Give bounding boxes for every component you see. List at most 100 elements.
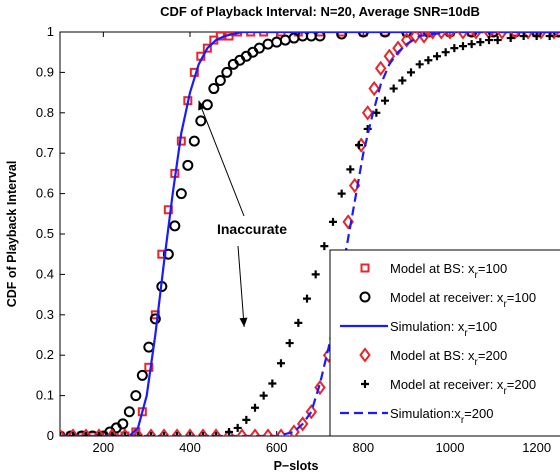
data-point [467, 40, 476, 49]
y-tick-label: 0.4 [36, 266, 54, 281]
data-point [535, 32, 547, 40]
data-point [130, 390, 142, 402]
data-point [145, 428, 157, 436]
data-point [97, 430, 109, 436]
data-point [82, 432, 90, 436]
data-point [315, 32, 325, 37]
data-point [320, 242, 329, 251]
data-point [415, 60, 424, 69]
data-point [158, 428, 170, 436]
data-point [149, 313, 161, 325]
y-tick-label: 0.2 [36, 347, 54, 362]
data-point [522, 32, 534, 40]
series-line [60, 32, 560, 436]
data-point [466, 32, 478, 38]
data-point [214, 74, 226, 86]
data-point [368, 80, 380, 97]
data-point [337, 32, 347, 37]
data-point [305, 404, 318, 420]
data-point [294, 318, 303, 327]
data-point [342, 214, 354, 230]
data-point [67, 428, 79, 436]
x-tick-label: 1000 [436, 440, 465, 455]
data-point [487, 32, 499, 38]
data-point [418, 32, 430, 44]
data-point [108, 432, 116, 436]
data-point [69, 432, 77, 436]
y-tick-label: 0.7 [36, 145, 54, 160]
data-point [426, 32, 439, 40]
data-point [383, 48, 396, 64]
data-point [225, 427, 233, 436]
data-point [195, 115, 207, 127]
data-point [182, 159, 194, 171]
data-point [509, 32, 521, 40]
data-point [277, 359, 285, 368]
data-point [210, 428, 222, 436]
data-point [223, 428, 235, 436]
data-point [169, 220, 181, 232]
data-point [532, 32, 541, 41]
series-3 [60, 32, 560, 436]
data-point [197, 428, 209, 436]
data-point [285, 339, 294, 348]
axis-ticks: 200 400 600 800 1000 1200 0 0.1 0.2 0.3 0.4 0.5 0.6 0… [36, 24, 551, 455]
data-point [162, 248, 174, 260]
y-tick-label: 0 [47, 428, 54, 443]
y-tick-label: 1 [47, 24, 54, 39]
data-point [87, 430, 98, 436]
data-point [259, 32, 269, 37]
x-tick-label: 400 [179, 440, 201, 455]
data-point [496, 32, 508, 40]
data-point [253, 42, 265, 54]
series-2 [60, 32, 560, 436]
data-point [435, 32, 448, 40]
data-point [123, 406, 135, 418]
y-tick-label: 0.6 [36, 186, 54, 201]
data-point [199, 432, 207, 436]
data-point [407, 68, 415, 77]
data-point [424, 56, 433, 65]
data-point [357, 32, 369, 38]
annotation-arrow [237, 245, 245, 327]
data-point [208, 83, 220, 95]
legend-marker [361, 380, 369, 388]
data-point [173, 432, 181, 436]
data-point [401, 32, 413, 38]
data-point [221, 66, 233, 78]
data-point [311, 270, 320, 279]
data-point [233, 423, 242, 432]
data-point [175, 188, 187, 200]
data-point [450, 44, 459, 53]
data-point [476, 38, 485, 47]
y-tick-label: 0.3 [36, 307, 54, 322]
data-point [95, 432, 103, 436]
x-tick-label: 1200 [522, 440, 551, 455]
legend-box [329, 249, 560, 437]
data-point [144, 362, 154, 372]
data-point [188, 135, 200, 147]
data-point [202, 43, 212, 53]
data-point [459, 42, 467, 51]
data-point [470, 32, 482, 40]
x-tick-label: 800 [352, 440, 374, 455]
data-point [389, 84, 398, 93]
y-tick-label: 0.8 [36, 105, 54, 120]
data-point [361, 105, 374, 121]
data-point [201, 99, 213, 111]
data-point [251, 403, 259, 412]
data-point [147, 432, 155, 436]
data-point [171, 428, 183, 436]
data-point [80, 428, 92, 436]
data-point [346, 165, 355, 174]
data-point [400, 32, 413, 48]
data-point [355, 141, 363, 150]
data-point [184, 428, 196, 436]
data-point [262, 428, 274, 436]
arrow-head [239, 317, 248, 327]
legend-marker [360, 263, 370, 273]
annotation-layer: Inaccurate [198, 100, 287, 327]
data-point [136, 369, 148, 381]
y-axis-label: CDF of Playback Interval [5, 161, 19, 308]
